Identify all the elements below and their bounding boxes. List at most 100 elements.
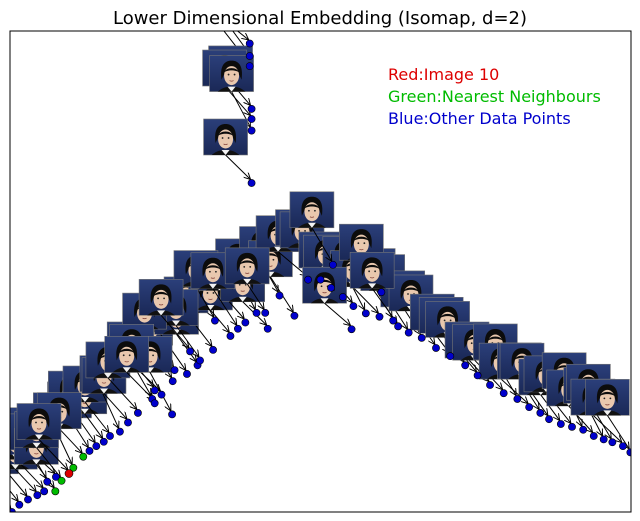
- data-point: [33, 491, 42, 500]
- data-point: [304, 275, 312, 284]
- data-point: [99, 437, 108, 446]
- plot-frame: [9, 30, 632, 513]
- neighbour-point: [69, 463, 78, 472]
- data-point: [568, 422, 576, 431]
- annotation-arrow: [103, 393, 127, 419]
- data-point: [211, 316, 219, 325]
- annotation-arrow: [324, 302, 351, 325]
- data-point: [417, 333, 426, 342]
- data-point: [626, 448, 631, 457]
- data-point: [275, 291, 284, 300]
- face-thumbnail: [203, 118, 249, 156]
- data-point: [349, 302, 358, 311]
- data-point: [85, 447, 94, 455]
- data-point: [473, 371, 482, 380]
- annotation-arrow: [246, 283, 263, 309]
- data-point: [377, 288, 386, 297]
- legend-entry: Green:Nearest Neighbours: [388, 87, 601, 106]
- data-point: [290, 311, 299, 320]
- annotation-arrow: [500, 378, 528, 403]
- data-point: [15, 500, 24, 509]
- face-thumbnail: [0, 434, 4, 470]
- neighbour-point: [57, 476, 66, 485]
- annotation-arrow: [38, 439, 68, 470]
- data-point: [513, 395, 522, 403]
- annotation-arrow: [107, 377, 136, 409]
- annotation-arrow: [176, 334, 197, 361]
- data-point: [234, 324, 242, 333]
- legend: Red:Image 10 Green:Nearest Neighbours Blue…: [388, 65, 601, 128]
- legend-entry: Blue:Other Data Points: [388, 109, 571, 128]
- data-point: [106, 432, 114, 440]
- data-point: [245, 52, 254, 60]
- annotation-arrow: [84, 401, 109, 432]
- face-thumbnail: [224, 247, 270, 285]
- data-point: [241, 318, 250, 327]
- data-point: [157, 390, 166, 399]
- chart-title: Lower Dimensional Embedding (Isomap, d=2…: [113, 8, 527, 29]
- data-point: [134, 409, 142, 417]
- data-point: [226, 332, 235, 340]
- annotation-arrow: [352, 286, 378, 313]
- annotation-arrow: [58, 428, 82, 453]
- data-point: [170, 366, 179, 375]
- annotation-arrow: [236, 31, 249, 40]
- data-point: [116, 427, 124, 436]
- data-point: [168, 410, 176, 419]
- data-point: [589, 432, 598, 440]
- face-thumbnail: [16, 403, 62, 441]
- legend-entry: Red:Image 10: [388, 65, 499, 84]
- annotation-arrow: [84, 413, 103, 438]
- data-point: [150, 386, 159, 395]
- annotation-arrow: [277, 251, 307, 276]
- data-point: [186, 347, 194, 356]
- data-point: [52, 472, 60, 481]
- data-point: [261, 308, 270, 317]
- thumbnail-layer: [0, 31, 630, 508]
- face-thumbnail: [104, 335, 150, 373]
- data-point: [183, 370, 191, 378]
- neighbour-point: [79, 452, 88, 461]
- data-point: [247, 126, 256, 135]
- data-point: [316, 275, 325, 284]
- annotation-arrow: [14, 468, 36, 491]
- points-layer: [10, 39, 631, 512]
- data-point: [247, 115, 256, 123]
- face-thumbnail: [289, 191, 335, 229]
- data-point: [446, 352, 455, 361]
- data-point: [536, 409, 545, 417]
- face-thumbnail: [584, 378, 630, 416]
- annotation-arrow: [0, 470, 10, 508]
- data-point: [486, 381, 494, 389]
- annotation-arrow: [101, 391, 119, 428]
- data-point: [196, 356, 204, 365]
- data-point: [327, 283, 335, 292]
- face-thumbnail: [209, 55, 255, 93]
- data-point: [150, 399, 159, 408]
- data-point: [499, 389, 508, 398]
- annotation-arrow: [195, 286, 214, 317]
- data-point: [347, 325, 356, 334]
- data-point: [556, 420, 565, 428]
- annotation-arrow: [311, 227, 332, 261]
- data-point: [247, 179, 256, 187]
- annotation-arrow: [212, 288, 237, 325]
- annotation-arrow: [35, 464, 54, 487]
- annotation-arrow: [10, 490, 18, 501]
- face-thumbnail: [138, 278, 184, 316]
- data-point: [43, 477, 52, 486]
- data-point: [608, 438, 617, 447]
- selected-point: [64, 469, 74, 478]
- data-point: [619, 442, 627, 451]
- data-point: [329, 260, 337, 269]
- data-point: [40, 487, 49, 496]
- data-point: [545, 415, 553, 424]
- neighbour-point: [51, 487, 60, 496]
- data-point: [361, 309, 370, 318]
- data-point: [252, 308, 261, 317]
- data-point: [124, 418, 132, 427]
- data-point: [263, 324, 272, 333]
- data-point: [209, 346, 217, 354]
